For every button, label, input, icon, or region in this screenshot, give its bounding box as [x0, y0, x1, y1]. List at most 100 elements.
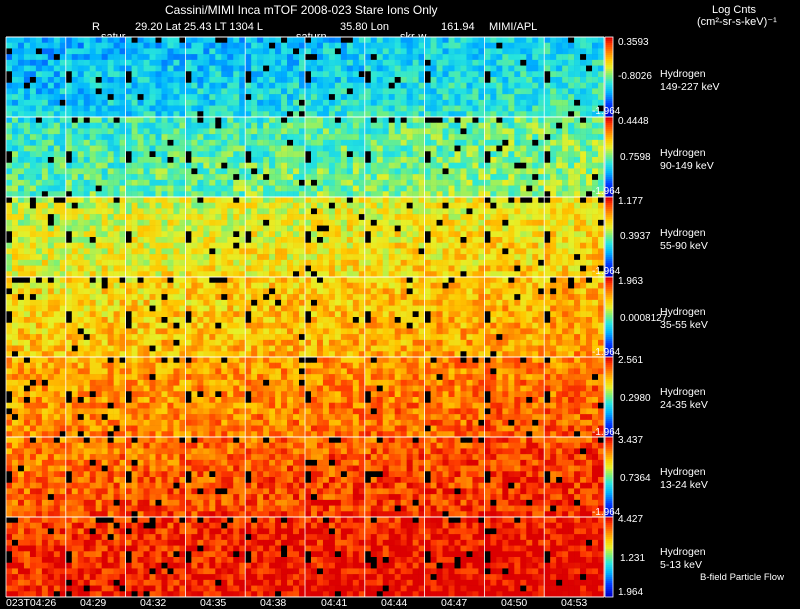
heatmap-cell [191, 299, 198, 306]
heatmap-cell [310, 65, 318, 72]
heatmap-cell [484, 65, 491, 72]
heatmap-cell [310, 225, 318, 232]
heatmap-cell [125, 208, 132, 215]
heatmap-cell [406, 288, 413, 295]
colorbar-segment [605, 83, 613, 86]
heatmap-cell [556, 299, 563, 306]
colorbar-segment [605, 159, 613, 162]
heatmap-cell [239, 277, 246, 284]
heatmap-cell [41, 59, 49, 66]
heatmap-cell [245, 157, 252, 164]
heatmap-cell [35, 237, 43, 244]
heatmap-cell [131, 271, 138, 278]
heatmap-cell [197, 191, 204, 198]
heatmap-cell [346, 77, 354, 84]
heatmap-cell [436, 231, 443, 238]
heatmap-cell [592, 134, 599, 141]
heatmap-cell [496, 145, 503, 152]
heatmap-cell [149, 82, 156, 89]
heatmap-cell [478, 134, 485, 141]
heatmap-cell [496, 288, 503, 295]
heatmap-cell [370, 248, 378, 255]
heatmap-cell [310, 42, 318, 49]
heatmap-cell [161, 305, 168, 312]
heatmap-cell [562, 288, 569, 295]
heatmap-cell [358, 305, 366, 312]
heatmap-cell [418, 134, 425, 141]
heatmap-cell [125, 174, 132, 181]
heatmap-cell [275, 42, 282, 49]
heatmap-cell [125, 151, 132, 158]
heatmap-cell [203, 59, 210, 66]
heatmap-cell [293, 299, 300, 306]
heatmap-cell [442, 105, 449, 112]
heatmap-cell [83, 48, 91, 55]
heatmap-cell [113, 271, 120, 278]
heatmap-cell [466, 54, 473, 61]
heatmap-cell [125, 294, 132, 301]
heatmap-cell [598, 208, 605, 215]
heatmap-cell [490, 225, 497, 232]
heatmap-cell [364, 71, 372, 78]
heatmap-cell [191, 271, 198, 278]
heatmap-cell [299, 311, 306, 318]
heatmap-cell [233, 48, 240, 55]
heatmap-cell [334, 179, 342, 186]
heatmap-cell [352, 59, 360, 66]
heatmap-cell [562, 208, 569, 215]
heatmap-cell [532, 202, 539, 209]
heatmap-cell [400, 59, 407, 66]
heatmap-cell [173, 294, 180, 301]
heatmap-cell [406, 134, 413, 141]
heatmap-cell [460, 151, 467, 158]
heatmap-cell [364, 277, 372, 284]
heatmap-cell [370, 145, 378, 152]
heatmap-cell [251, 271, 258, 278]
heatmap-cell [263, 37, 270, 44]
heatmap-cell [520, 231, 527, 238]
heatmap-cell [17, 162, 25, 169]
heatmap-cell [400, 168, 407, 175]
colorbar-segment [605, 63, 613, 66]
heatmap-cell [508, 185, 515, 192]
heatmap-cell [328, 65, 336, 72]
colorbar-segment [605, 75, 613, 78]
heatmap-cell [388, 145, 395, 152]
heatmap-cell [556, 231, 563, 238]
heatmap-cell [400, 145, 407, 152]
heatmap-cell [412, 294, 419, 301]
heatmap-cell [29, 202, 37, 209]
heatmap-cell [209, 48, 216, 55]
heatmap-cell [113, 134, 120, 141]
heatmap-cell [89, 88, 96, 95]
heatmap-cell [173, 139, 180, 146]
heatmap-cell [65, 145, 73, 152]
heatmap-cell [95, 71, 102, 78]
heatmap-cell [245, 254, 252, 261]
heatmap-cell [526, 88, 533, 95]
heatmap-cell [598, 305, 605, 312]
heatmap-cell [101, 111, 108, 118]
heatmap-cell [376, 277, 384, 284]
heatmap-cell [119, 179, 126, 186]
heatmap-cell [71, 219, 79, 226]
heatmap-cell [287, 299, 294, 306]
heatmap-cell [215, 299, 222, 306]
heatmap-cell [6, 139, 13, 146]
heatmap-cell [436, 185, 443, 192]
heatmap-cell [305, 282, 312, 289]
heatmap-cell [496, 299, 503, 306]
heatmap-cell [263, 208, 270, 215]
heatmap-cell [346, 54, 354, 61]
heatmap-cell [358, 265, 366, 272]
heatmap-cell [538, 117, 545, 124]
heatmap-cell [430, 248, 437, 255]
heatmap-cell [352, 54, 360, 61]
heatmap-cell [382, 128, 390, 135]
heatmap-cell [167, 37, 174, 44]
heatmap-cell [191, 37, 198, 44]
heatmap-cell [358, 88, 366, 95]
heatmap-cell [221, 157, 228, 164]
heatmap-cell [490, 59, 497, 66]
heatmap-cell [322, 265, 330, 272]
